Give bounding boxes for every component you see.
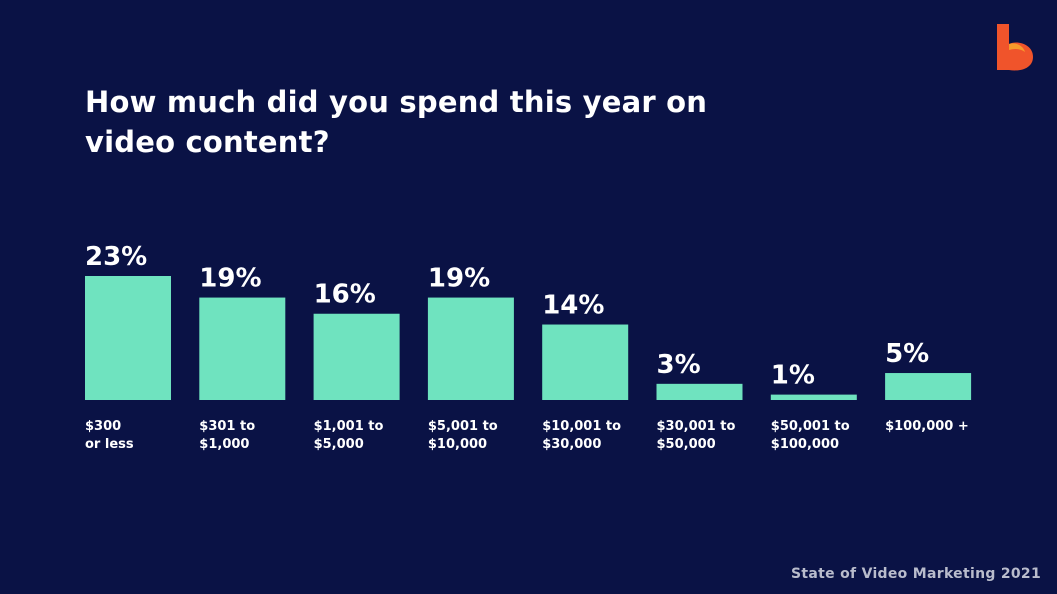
bar-5 xyxy=(656,383,743,400)
bar-value-label-5: 3% xyxy=(657,350,701,380)
brand-logo-bowl xyxy=(1009,42,1033,71)
source-footer: State of Video Marketing 2021 xyxy=(791,566,1041,582)
category-label-2-line-1: $5,000 xyxy=(314,437,364,452)
category-label-7-line-0: $100,000 + xyxy=(885,419,969,434)
category-label-1-line-0: $301 to xyxy=(199,419,255,434)
category-label-4-line-0: $10,001 to xyxy=(542,419,621,434)
bar-7 xyxy=(885,373,972,400)
bar-value-label-6: 1% xyxy=(771,361,815,391)
bar-3 xyxy=(427,297,514,400)
category-label-2-line-0: $1,001 to xyxy=(314,419,384,434)
bar-value-label-7: 5% xyxy=(885,339,929,369)
category-label-6-line-0: $50,001 to xyxy=(771,419,850,434)
bar-value-label-2: 16% xyxy=(314,280,376,310)
bar-value-label-4: 14% xyxy=(542,291,604,321)
category-label-3-line-1: $10,000 xyxy=(428,437,487,452)
bar-1 xyxy=(199,297,286,400)
brand-logo-stem xyxy=(997,24,1009,70)
category-label-0-line-0: $300 xyxy=(85,419,121,434)
chart-title: How much did you spend this year on vide… xyxy=(85,85,708,159)
brand-logo-highlight xyxy=(1009,43,1025,52)
category-label-3-line-0: $5,001 to xyxy=(428,419,498,434)
bar-2 xyxy=(313,313,400,400)
bar-value-label-3: 19% xyxy=(428,264,490,294)
bar-6 xyxy=(770,394,857,400)
brand-logo-icon xyxy=(997,24,1033,71)
category-label-5-line-0: $30,001 to xyxy=(657,419,736,434)
bar-value-label-1: 19% xyxy=(199,264,261,294)
bar-0 xyxy=(85,276,171,400)
category-label-5-line-1: $50,000 xyxy=(657,437,716,452)
category-label-0-line-1: or less xyxy=(85,437,134,452)
bar-4 xyxy=(542,324,629,400)
category-label-6-line-1: $100,000 xyxy=(771,437,839,452)
bar-value-label-0: 23% xyxy=(85,242,147,272)
category-label-4-line-1: $30,000 xyxy=(542,437,601,452)
category-label-1-line-1: $1,000 xyxy=(199,437,249,452)
